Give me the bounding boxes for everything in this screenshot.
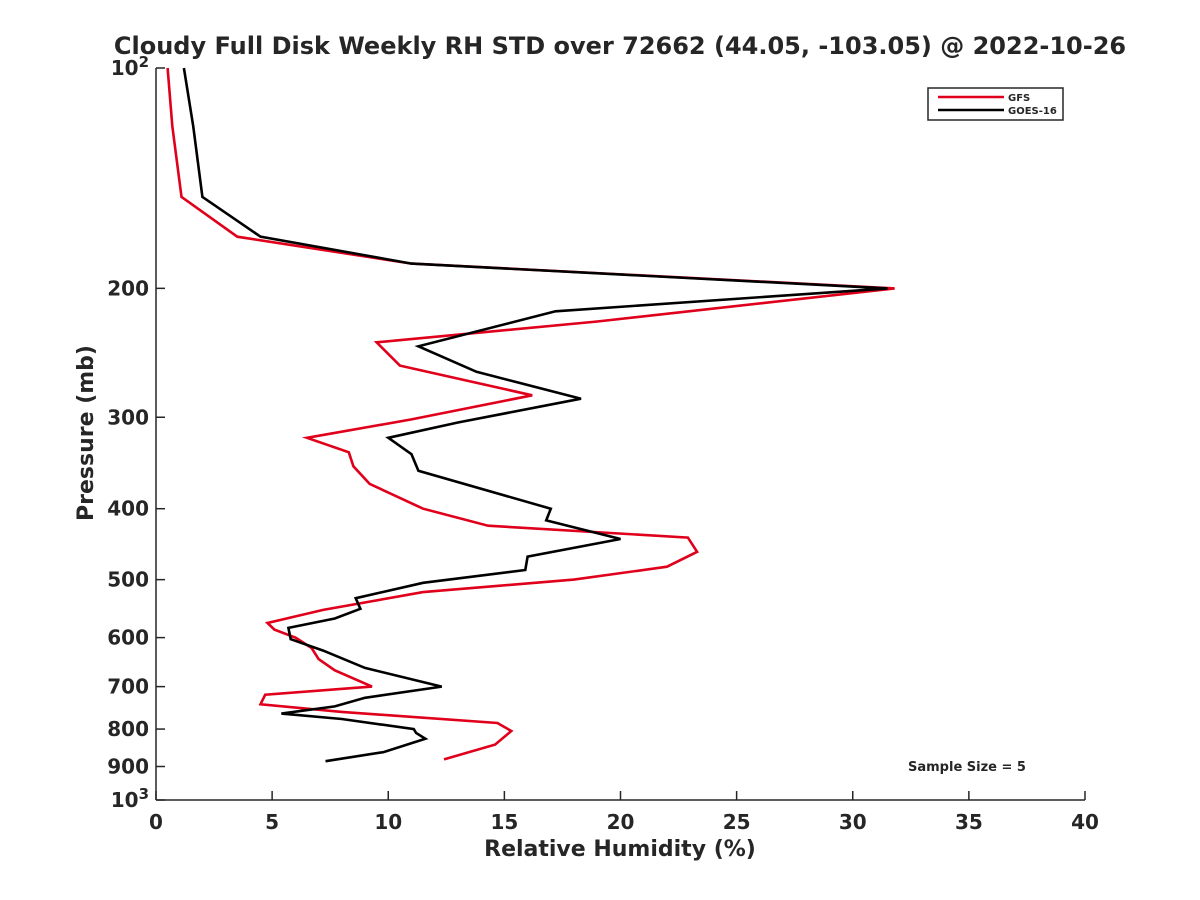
x-tick-label: 35 <box>955 810 983 834</box>
legend-label: GOES-16 <box>1008 106 1057 117</box>
y-axis-label: Pressure (mb) <box>74 345 99 521</box>
x-axis-label: Relative Humidity (%) <box>484 837 756 862</box>
y-tick-label: 500 <box>107 568 149 592</box>
x-axis-ticks: 0 5 10 15 20 25 30 35 40 <box>149 791 1099 834</box>
legend-label: GFS <box>1008 93 1030 104</box>
legend-box <box>927 87 1064 121</box>
y-tick-label: 900 <box>107 755 149 779</box>
y-tick-label: 800 <box>107 717 149 741</box>
data-series <box>166 67 895 763</box>
y-tick-label: 200 <box>107 276 149 300</box>
x-tick-label: 10 <box>374 810 402 834</box>
x-tick-label: 25 <box>723 810 751 834</box>
y-tick-label: 103 <box>111 785 149 812</box>
x-tick-label: 20 <box>607 810 635 834</box>
y-tick-label: 700 <box>107 675 149 699</box>
axes-box <box>155 68 1085 801</box>
y-tick-label: 102 <box>111 53 149 80</box>
series-line-goes-16 <box>182 67 888 763</box>
series-line-gfs <box>166 67 895 761</box>
y-tick-label: 400 <box>107 497 149 521</box>
x-tick-label: 5 <box>265 810 279 834</box>
chart-title: Cloudy Full Disk Weekly RH STD over 7266… <box>114 32 1126 60</box>
x-tick-label: 40 <box>1071 810 1099 834</box>
x-tick-label: 15 <box>490 810 518 834</box>
y-tick-label: 600 <box>107 626 149 650</box>
x-tick-label: 0 <box>149 810 163 834</box>
y-tick-label: 300 <box>107 405 149 429</box>
sample-size-annotation: Sample Size = 5 <box>908 760 1026 775</box>
y-axis-ticks: 102 200 300 400 500 600 700 800 900 103 <box>107 53 165 812</box>
x-tick-label: 30 <box>839 810 867 834</box>
legend: GFS GOES-16 <box>927 87 1064 121</box>
